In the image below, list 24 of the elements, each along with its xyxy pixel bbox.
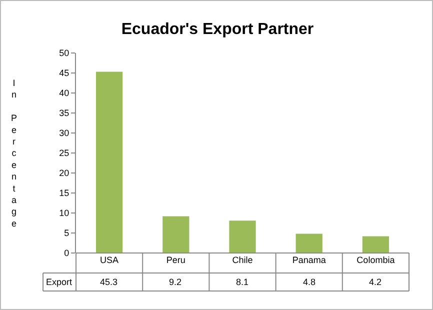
x-tick-label: Colombia: [356, 255, 395, 265]
data-label: 8.1: [236, 277, 249, 287]
data-label: 4.8: [303, 277, 316, 287]
y-tick-label: 50: [59, 48, 70, 58]
x-tick-label: Panama: [292, 255, 326, 265]
y-tick-label: 30: [59, 128, 70, 138]
y-tick-label: 10: [59, 208, 70, 218]
data-label: 45.3: [100, 277, 118, 287]
y-tick-label: 25: [59, 148, 70, 158]
y-tick-label: 35: [59, 108, 70, 118]
x-tick-label: USA: [100, 255, 119, 265]
y-tick-label: 15: [59, 188, 70, 198]
x-tick-label: Peru: [166, 255, 186, 265]
data-label: 4.2: [369, 277, 382, 287]
y-tick-label: 0: [64, 248, 70, 258]
data-label: 9.2: [169, 277, 182, 287]
text: In Percentage: [11, 78, 18, 228]
text: Export: [46, 277, 73, 287]
y-tick-label: 40: [59, 88, 70, 98]
chart-title: Ecuador's Export Partner: [121, 20, 314, 38]
y-tick-label: 5: [64, 228, 70, 238]
y-tick-label: 45: [59, 68, 70, 78]
y-tick-label: 20: [59, 168, 70, 178]
x-tick-label: Chile: [232, 255, 253, 265]
